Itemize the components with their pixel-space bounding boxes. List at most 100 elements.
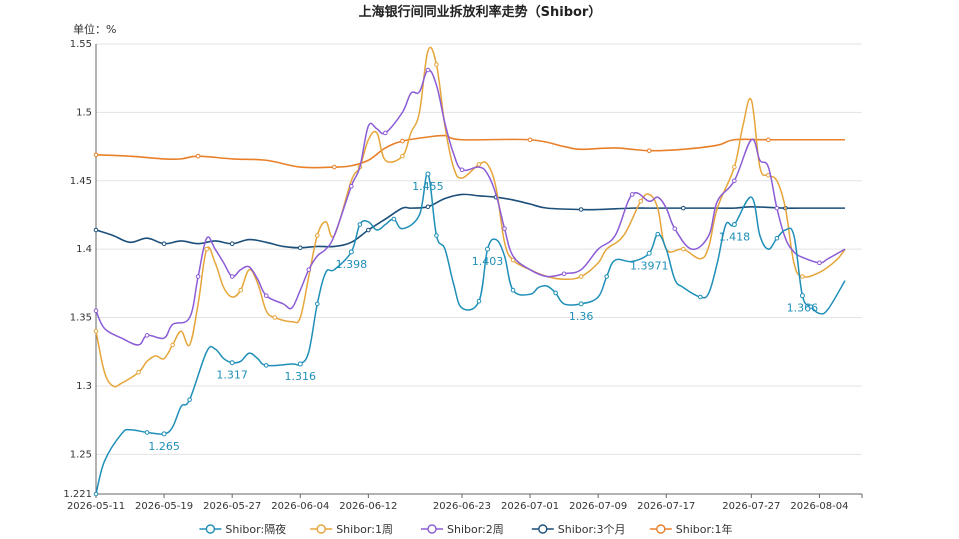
chart-title: 上海银行间同业拆放利率走势（Shibor）: [359, 4, 602, 20]
data-label: 1.316: [285, 370, 317, 383]
data-point: [800, 274, 805, 279]
data-point: [263, 363, 269, 368]
data-point: [400, 138, 405, 144]
data-point: [476, 162, 482, 167]
y-tick-label: 1.3: [76, 381, 92, 392]
data-label: 1.455: [412, 180, 444, 193]
data-point: [349, 183, 354, 189]
data-point: [680, 246, 686, 252]
series-line-3: [95, 193, 845, 249]
data-point: [229, 241, 235, 246]
data-point: [195, 274, 201, 279]
data-point: [187, 397, 192, 402]
series-line-2: [95, 69, 846, 346]
x-tick-label: 2026-05-27: [203, 501, 261, 512]
data-point: [229, 274, 235, 279]
data-point: [332, 164, 337, 170]
data-label: 1.418: [719, 231, 751, 244]
unit-label: 单位：%: [73, 22, 116, 36]
legend-item: Shibor:1年: [649, 522, 733, 536]
x-tick-label: 2026-06-12: [339, 501, 397, 512]
y-tick-label: 1.35: [70, 313, 92, 324]
y-tick-label: 1.25: [70, 449, 92, 460]
series-lines: [93, 46, 846, 497]
data-point: [272, 315, 278, 320]
data-point: [476, 298, 482, 304]
axes: 1.221 1.25 1.3 1.35 1.4 1.45 1.5 1.55 2026-05-11…: [63, 39, 863, 512]
x-tick-label: 2026-07-09: [569, 501, 627, 512]
legend-marker: [205, 524, 216, 534]
data-labels: 1.265 1.317 1.316 1.398 1.455 1.403 1.36 1.3971…: [148, 171, 819, 453]
data-point: [485, 246, 491, 252]
series-line-0: [95, 173, 846, 495]
data-label: 1.3971: [630, 259, 669, 272]
legend-marker: [656, 524, 666, 534]
legend-item: Shibor:3个月: [531, 523, 626, 536]
data-point: [425, 204, 431, 210]
data-point: [527, 137, 533, 143]
legend-label: Shibor:1年: [676, 522, 733, 536]
y-tick-label: 1.55: [70, 39, 92, 50]
data-point: [229, 360, 235, 366]
data-point: [510, 257, 516, 263]
legend-label: Shibor:2周: [447, 523, 504, 536]
legend-item: Shibor:1周: [310, 523, 393, 536]
data-point: [604, 274, 609, 279]
data-point: [672, 226, 678, 231]
x-tick-label: 2026-07-01: [501, 501, 559, 512]
data-point: [306, 267, 312, 272]
x-tick-label: 2026-05-11: [67, 501, 125, 512]
data-point: [680, 205, 686, 211]
legend-marker: [316, 524, 326, 534]
data-point: [774, 235, 780, 241]
legend-marker: [427, 524, 437, 534]
data-label: 1.36: [569, 310, 594, 323]
legend: Shibor:隔夜 Shibor:1周 Shibor:2周 Shibor:3个月 Shi…: [199, 522, 733, 536]
data-label: 1.366: [787, 302, 819, 315]
legend-label: Shibor:隔夜: [225, 522, 286, 536]
x-tick-label: 2026-07-27: [722, 501, 780, 512]
data-point: [144, 333, 150, 338]
data-point: [238, 287, 243, 293]
y-tick-label: 1.5: [76, 107, 92, 118]
data-point: [578, 301, 584, 307]
data-point: [314, 233, 320, 238]
data-point: [297, 245, 303, 251]
data-label: 1.317: [216, 369, 248, 382]
data-point: [646, 148, 652, 153]
legend-item: Shibor:隔夜: [199, 522, 286, 536]
data-point: [731, 222, 737, 228]
y-tick-label: 1.4: [76, 244, 92, 255]
data-point: [697, 294, 703, 300]
data-point: [297, 361, 303, 367]
legend-item: Shibor:2周: [421, 523, 504, 536]
data-point: [93, 491, 99, 497]
data-point: [195, 153, 201, 159]
data-point: [161, 431, 167, 437]
data-point: [808, 304, 814, 309]
data-point: [561, 271, 567, 277]
data-point: [93, 308, 99, 314]
legend-label: Shibor:1周: [336, 523, 393, 536]
data-point: [774, 205, 780, 211]
data-label: 1.403: [472, 255, 504, 268]
data-point: [93, 328, 99, 334]
x-tick-label: 2026-06-04: [271, 501, 329, 512]
x-tick-label: 2026-06-23: [433, 501, 491, 512]
data-point: [348, 249, 354, 255]
data-point: [638, 198, 644, 204]
grid-lines: [96, 43, 862, 455]
x-tick-label: 2026-07-17: [637, 501, 695, 512]
data-point: [799, 293, 805, 299]
y-tick-label: 1.45: [70, 176, 92, 187]
data-point: [578, 274, 584, 279]
data-point: [578, 207, 584, 212]
data-point: [459, 167, 465, 173]
y-tick-label: 1.221: [63, 489, 92, 500]
series-line-4: [95, 134, 845, 169]
data-point: [655, 231, 661, 237]
data-point: [646, 250, 652, 256]
data-point: [391, 216, 397, 222]
x-tick-label: 2026-05-19: [135, 501, 193, 512]
